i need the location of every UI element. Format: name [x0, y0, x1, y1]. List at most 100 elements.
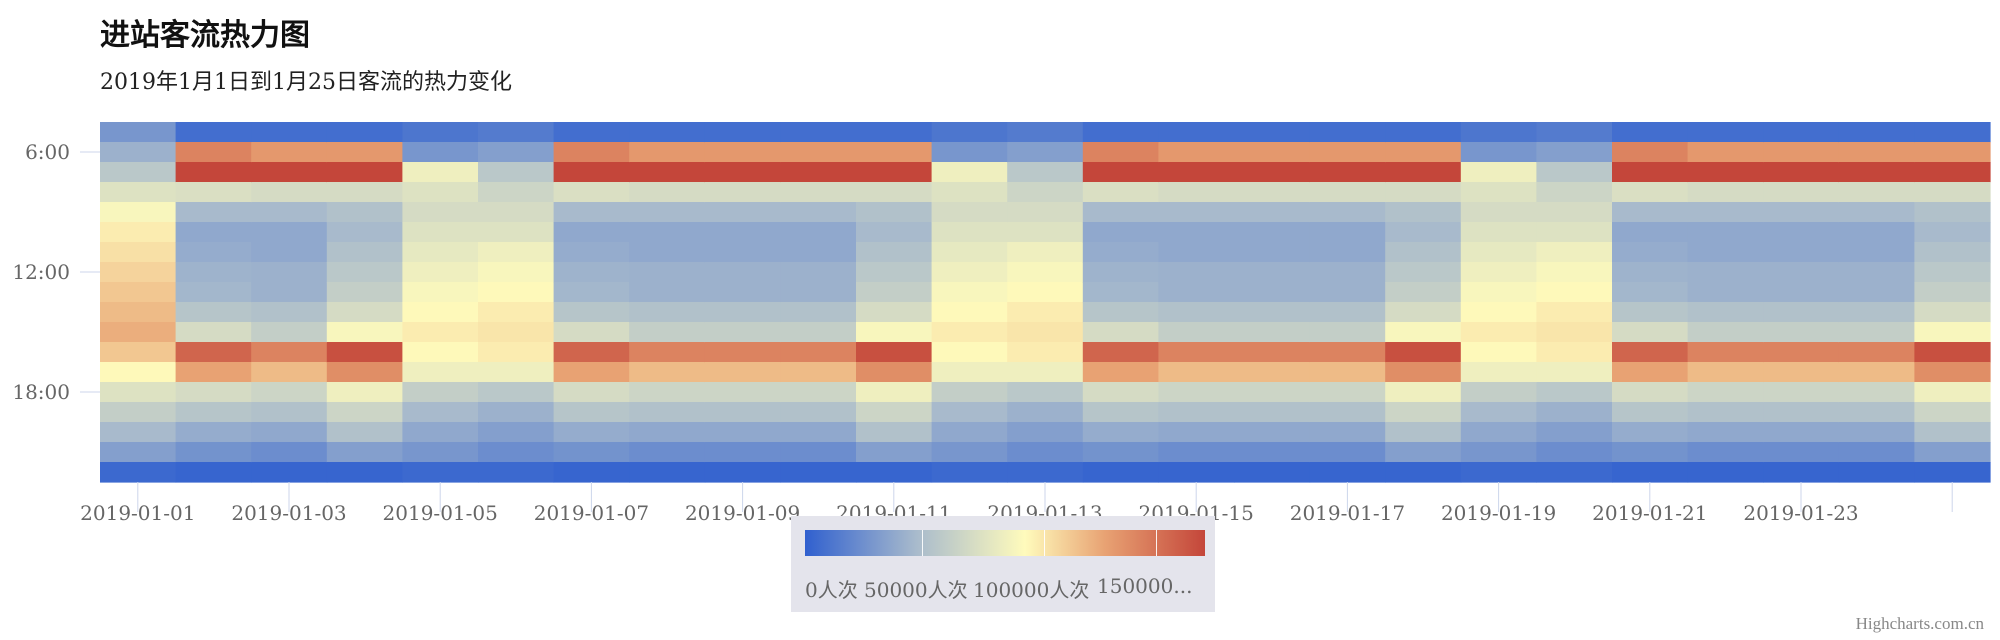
heatmap-cell[interactable] [326, 242, 403, 263]
heatmap-cell[interactable] [1612, 362, 1689, 383]
heatmap-cell[interactable] [553, 362, 630, 383]
heatmap-cell[interactable] [100, 222, 177, 243]
heatmap-cell[interactable] [1007, 282, 1084, 303]
heatmap-cell[interactable] [780, 382, 857, 403]
heatmap-cell[interactable] [1158, 402, 1235, 423]
heatmap-cell[interactable] [251, 302, 328, 323]
heatmap-cell[interactable] [1612, 282, 1689, 303]
heatmap-cell[interactable] [1158, 302, 1235, 323]
heatmap-cell[interactable] [629, 342, 706, 363]
heatmap-cell[interactable] [1385, 462, 1462, 483]
heatmap-cell[interactable] [553, 122, 630, 143]
heatmap-cell[interactable] [1082, 222, 1159, 243]
heatmap-cell[interactable] [1082, 322, 1159, 343]
heatmap-cell[interactable] [1158, 242, 1235, 263]
heatmap-cell[interactable] [326, 282, 403, 303]
heatmap-cell[interactable] [326, 362, 403, 383]
heatmap-cell[interactable] [780, 162, 857, 183]
heatmap-cell[interactable] [704, 282, 781, 303]
heatmap-cell[interactable] [1763, 442, 1840, 463]
heatmap-cell[interactable] [1234, 402, 1311, 423]
heatmap-cell[interactable] [1460, 342, 1537, 363]
heatmap-cell[interactable] [1309, 162, 1386, 183]
heatmap-cell[interactable] [1234, 462, 1311, 483]
heatmap-cell[interactable] [251, 342, 328, 363]
heatmap-cell[interactable] [1763, 122, 1840, 143]
heatmap-cell[interactable] [402, 142, 479, 163]
heatmap-cell[interactable] [931, 122, 1008, 143]
heatmap-cell[interactable] [1914, 162, 1991, 183]
heatmap-cell[interactable] [553, 202, 630, 223]
heatmap-cell[interactable] [1536, 262, 1613, 283]
heatmap-cell[interactable] [326, 122, 403, 143]
heatmap-cell[interactable] [1007, 262, 1084, 283]
heatmap-cell[interactable] [629, 262, 706, 283]
heatmap-cell[interactable] [1536, 342, 1613, 363]
heatmap-cell[interactable] [1687, 242, 1764, 263]
heatmap-cell[interactable] [629, 302, 706, 323]
heatmap-cell[interactable] [1914, 362, 1991, 383]
heatmap-cell[interactable] [856, 222, 933, 243]
heatmap-cell[interactable] [1234, 282, 1311, 303]
heatmap-cell[interactable] [704, 222, 781, 243]
heatmap-cell[interactable] [1536, 442, 1613, 463]
heatmap-cell[interactable] [1234, 122, 1311, 143]
heatmap-cell[interactable] [856, 122, 933, 143]
heatmap-cell[interactable] [856, 262, 933, 283]
heatmap-cell[interactable] [251, 222, 328, 243]
heatmap-cell[interactable] [1309, 442, 1386, 463]
heatmap-cell[interactable] [1536, 202, 1613, 223]
heatmap-cell[interactable] [1687, 442, 1764, 463]
heatmap-cell[interactable] [326, 142, 403, 163]
heatmap-cell[interactable] [1914, 202, 1991, 223]
heatmap-cell[interactable] [1007, 322, 1084, 343]
heatmap-cell[interactable] [175, 162, 252, 183]
heatmap-cell[interactable] [1158, 222, 1235, 243]
heatmap-cell[interactable] [402, 242, 479, 263]
heatmap-cell[interactable] [1612, 142, 1689, 163]
heatmap-cell[interactable] [1460, 182, 1537, 203]
heatmap-cell[interactable] [704, 302, 781, 323]
heatmap-cell[interactable] [478, 202, 555, 223]
heatmap-cell[interactable] [478, 442, 555, 463]
heatmap-cell[interactable] [175, 222, 252, 243]
heatmap-cell[interactable] [1460, 282, 1537, 303]
heatmap-cell[interactable] [1234, 142, 1311, 163]
heatmap-cell[interactable] [1687, 362, 1764, 383]
heatmap-cell[interactable] [1763, 262, 1840, 283]
heatmap-cell[interactable] [1687, 202, 1764, 223]
heatmap-cell[interactable] [1763, 322, 1840, 343]
heatmap-cell[interactable] [780, 122, 857, 143]
heatmap-cell[interactable] [402, 422, 479, 443]
heatmap-cell[interactable] [100, 422, 177, 443]
heatmap-cell[interactable] [1838, 322, 1915, 343]
heatmap-cell[interactable] [780, 262, 857, 283]
heatmap-cell[interactable] [1536, 142, 1613, 163]
heatmap-cell[interactable] [1914, 182, 1991, 203]
heatmap-cell[interactable] [1914, 322, 1991, 343]
heatmap-cell[interactable] [1460, 362, 1537, 383]
heatmap-cell[interactable] [1763, 202, 1840, 223]
heatmap-cell[interactable] [704, 162, 781, 183]
heatmap-cell[interactable] [1763, 222, 1840, 243]
heatmap-cell[interactable] [1838, 442, 1915, 463]
heatmap-cell[interactable] [1763, 142, 1840, 163]
heatmap-cell[interactable] [402, 222, 479, 243]
heatmap-cell[interactable] [1460, 462, 1537, 483]
heatmap-cell[interactable] [629, 322, 706, 343]
heatmap-cell[interactable] [1082, 282, 1159, 303]
heatmap-cell[interactable] [1309, 182, 1386, 203]
heatmap-cell[interactable] [1385, 222, 1462, 243]
heatmap-cell[interactable] [1460, 422, 1537, 443]
heatmap-cell[interactable] [1687, 302, 1764, 323]
heatmap-cell[interactable] [1536, 382, 1613, 403]
heatmap-cell[interactable] [1838, 182, 1915, 203]
heatmap-cell[interactable] [704, 342, 781, 363]
heatmap-cell[interactable] [251, 122, 328, 143]
heatmap-cell[interactable] [1234, 382, 1311, 403]
heatmap-cell[interactable] [326, 462, 403, 483]
heatmap-cell[interactable] [1309, 422, 1386, 443]
heatmap-cell[interactable] [1914, 462, 1991, 483]
heatmap-cell[interactable] [1687, 222, 1764, 243]
heatmap-cell[interactable] [1687, 462, 1764, 483]
